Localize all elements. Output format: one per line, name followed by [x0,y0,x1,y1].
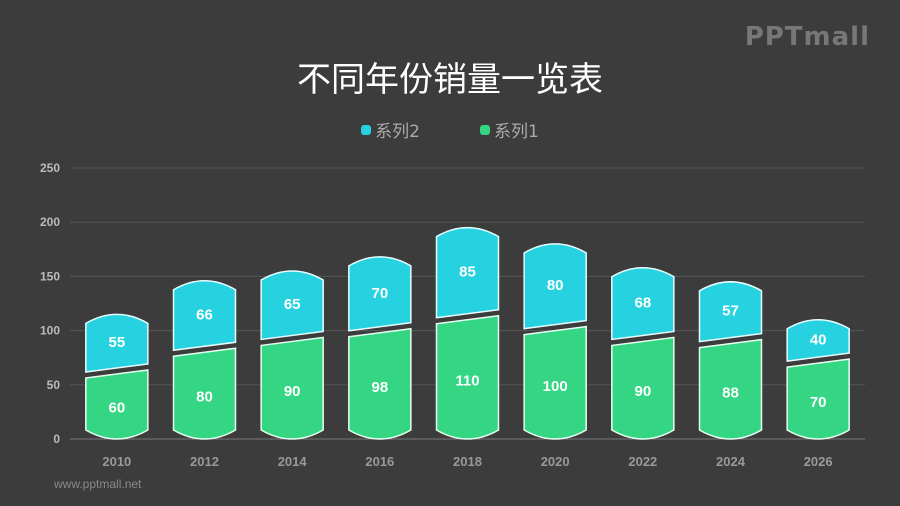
x-tick-label: 2022 [628,454,657,469]
x-tick-label: 2020 [541,454,570,469]
x-tick-label: 2014 [278,454,308,469]
data-label-series2: 80 [547,277,564,294]
x-tick-label: 2010 [102,454,131,469]
bar-series2 [172,280,237,352]
y-tick-label: 0 [53,432,60,446]
data-label-series2: 55 [108,334,125,351]
data-label-series1: 80 [196,389,213,406]
bar-series1 [786,358,850,440]
y-tick-label: 200 [40,215,60,229]
legend-label: 系列1 [494,122,539,142]
x-tick-label: 2012 [190,454,219,469]
bar-series2 [85,313,149,373]
bar-series2 [698,281,763,343]
bar-series1 [523,325,587,440]
bar-series1 [435,314,500,440]
data-label-series2: 70 [371,285,388,302]
data-label-series1: 88 [722,384,739,401]
legend-item-series1[interactable]: 系列1 [480,117,539,142]
bar-series1 [260,336,324,440]
bar-series2 [611,267,675,341]
legend-swatch [361,124,372,135]
data-label-series2: 85 [459,264,476,281]
y-tick-label: 50 [47,378,61,392]
data-label-series2: 40 [810,331,827,348]
data-label-series1: 90 [634,383,651,400]
data-label-series1: 110 [455,372,479,389]
y-tick-label: 100 [40,324,60,338]
data-label-series1: 70 [810,394,827,411]
x-tick-label: 2024 [716,454,746,469]
data-label-series1: 60 [108,399,125,416]
legend-swatch [480,124,490,135]
legend: 系列2 系列1 [0,117,900,142]
bar-series1 [85,369,149,440]
bar-series1 [172,347,237,440]
x-tick-label: 2026 [804,454,833,469]
pptmall-logo: PPTmall [744,22,870,52]
bar-series1 [611,336,675,440]
y-tick-label: 250 [40,161,60,175]
bar-series2 [435,226,500,319]
data-label-series2: 65 [284,296,301,313]
legend-item-series2[interactable]: 系列2 [361,117,420,142]
bar-series2 [523,243,587,330]
bar-series1 [348,327,412,440]
data-label-series2: 68 [634,295,651,312]
chart-title: 不同年份销量一览表 [297,60,603,100]
data-label-series1: 98 [371,379,388,396]
bar-series1 [698,338,763,440]
website-url: www.pptmall.net [54,477,142,491]
data-label-series1: 90 [284,383,301,400]
bar-series2 [786,319,850,362]
bar-series2 [348,256,412,332]
y-tick-label: 150 [40,269,60,283]
x-tick-label: 2018 [453,454,482,469]
data-label-series1: 100 [543,378,568,395]
bar-series2 [260,270,324,341]
x-tick-label: 2016 [365,454,394,469]
data-label-series2: 57 [722,303,739,320]
data-label-series2: 66 [196,307,213,324]
legend-label: 系列2 [375,122,420,142]
